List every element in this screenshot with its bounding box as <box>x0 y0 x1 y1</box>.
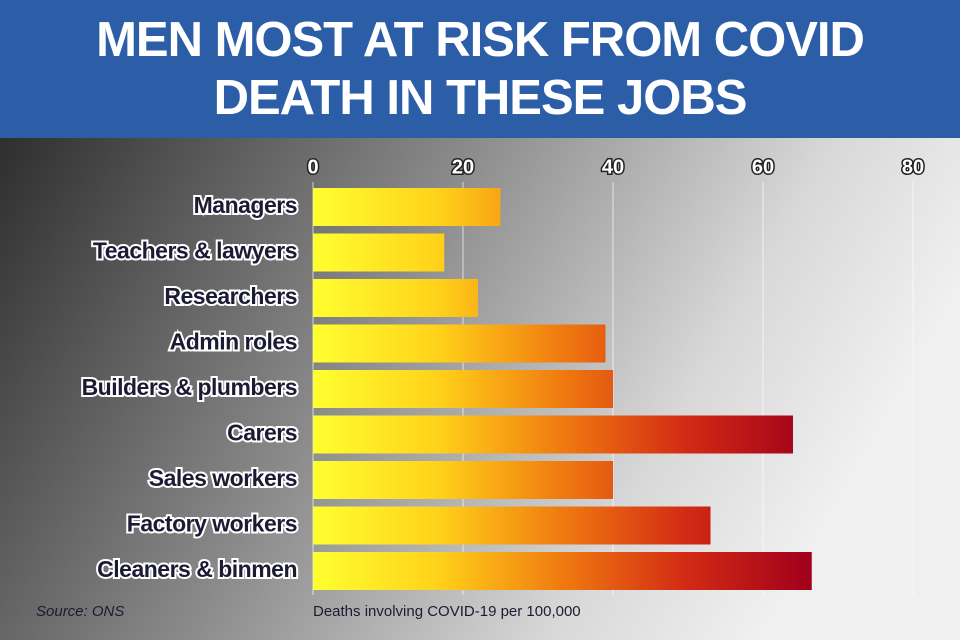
x-tick-label: 40 <box>602 156 624 178</box>
bar <box>313 188 501 226</box>
x-tick-label: 20 <box>452 156 474 178</box>
y-tick-label: Carers <box>227 420 297 446</box>
y-tick-label: Admin roles <box>170 329 297 355</box>
header: MEN MOST AT RISK FROM COVID DEATH IN THE… <box>0 0 960 138</box>
bar <box>313 324 606 363</box>
x-tick-label: 0 <box>307 156 318 178</box>
bar <box>313 461 613 499</box>
y-tick-label: Cleaners & binmen <box>97 556 297 582</box>
y-tick-label: Sales workers <box>149 465 297 491</box>
x-tick-label: 80 <box>902 156 924 178</box>
bar <box>313 415 793 454</box>
y-tick-label: Teachers & lawyers <box>93 238 297 264</box>
bar <box>313 552 812 590</box>
source: Source: ONS <box>36 603 124 620</box>
y-tick-label: Managers <box>194 192 297 218</box>
y-tick-label: Researchers <box>164 283 297 309</box>
bar <box>313 370 613 408</box>
bar <box>313 506 711 545</box>
y-tick-label: Factory workers <box>127 511 297 537</box>
x-axis-label: Deaths involving COVID-19 per 100,000 <box>313 603 581 620</box>
y-tick-label: Builders & plumbers <box>82 374 297 400</box>
x-tick-label: 60 <box>752 156 774 178</box>
chart-title: MEN MOST AT RISK FROM COVID DEATH IN THE… <box>96 13 865 125</box>
bar <box>313 279 478 317</box>
bar <box>313 233 445 272</box>
